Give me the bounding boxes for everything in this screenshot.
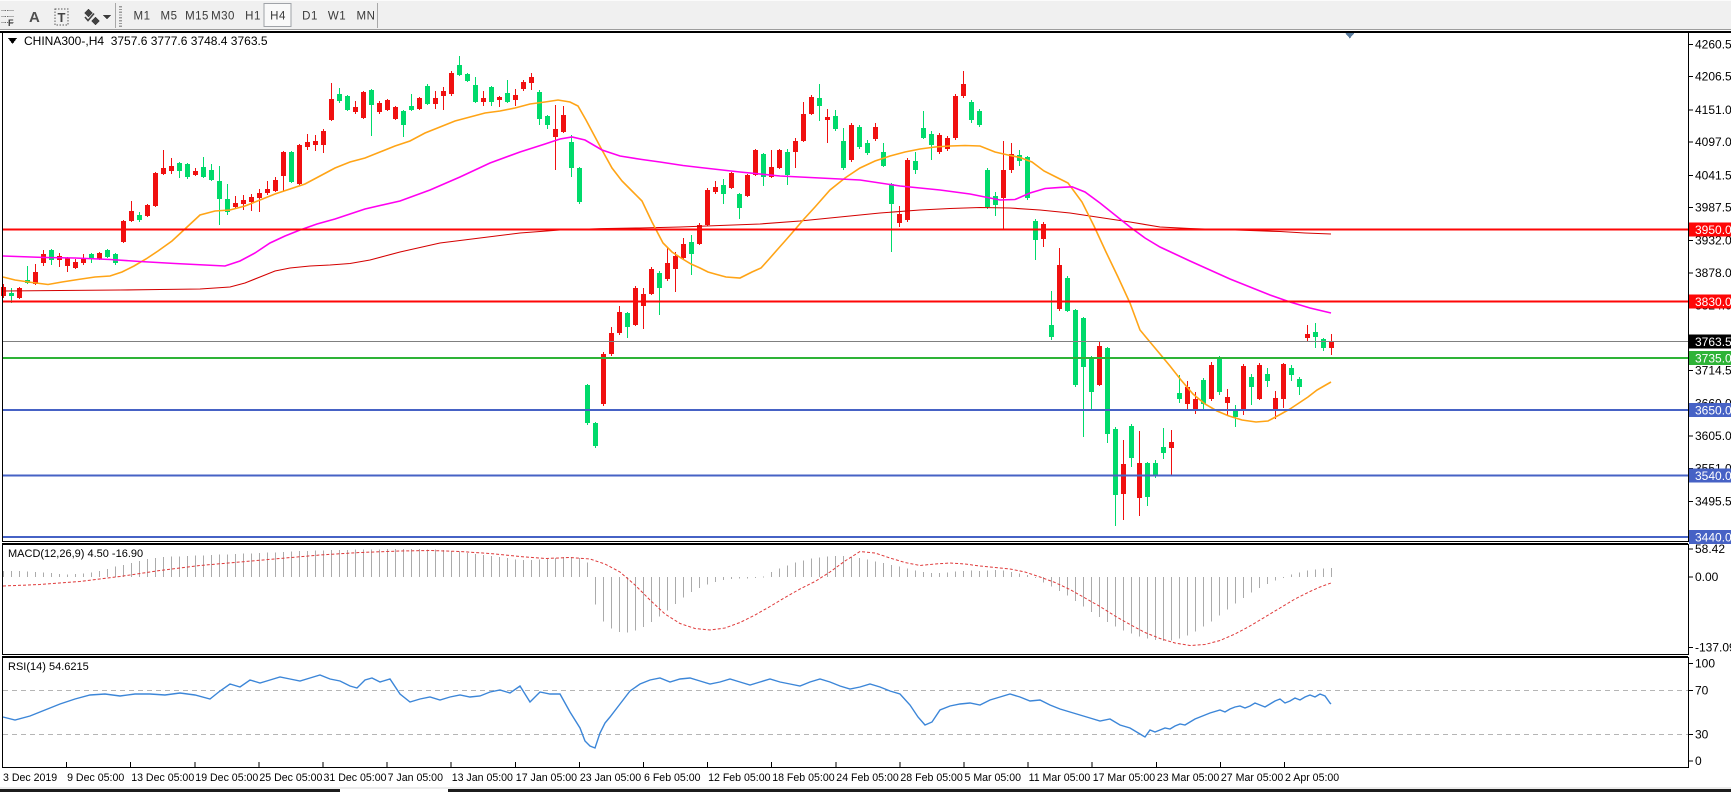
svg-text:3830.0: 3830.0: [1695, 295, 1731, 309]
svg-text:M30: M30: [211, 11, 235, 23]
svg-text:3605.0: 3605.0: [1695, 429, 1731, 443]
svg-text:17 Jan 05:00: 17 Jan 05:00: [516, 772, 577, 784]
svg-text:F: F: [8, 18, 14, 28]
svg-text:2 Apr 05:00: 2 Apr 05:00: [1285, 772, 1339, 784]
svg-text:3540.0: 3540.0: [1695, 469, 1731, 483]
svg-text:D1: D1: [302, 11, 318, 23]
svg-text:0: 0: [1695, 754, 1702, 768]
svg-text:T: T: [58, 10, 66, 25]
svg-text:19 Dec 05:00: 19 Dec 05:00: [195, 772, 258, 784]
svg-text:A: A: [29, 9, 40, 26]
svg-text:4260.5: 4260.5: [1695, 37, 1731, 51]
svg-text:5 Mar 05:00: 5 Mar 05:00: [965, 772, 1022, 784]
svg-text:13 Dec 05:00: 13 Dec 05:00: [131, 772, 194, 784]
svg-text:27 Mar 05:00: 27 Mar 05:00: [1221, 772, 1284, 784]
svg-text:25 Dec 05:00: 25 Dec 05:00: [259, 772, 322, 784]
svg-text:28 Feb 05:00: 28 Feb 05:00: [900, 772, 963, 784]
svg-text:6 Feb 05:00: 6 Feb 05:00: [644, 772, 701, 784]
svg-text:-137.09: -137.09: [1695, 641, 1731, 655]
svg-text:7 Jan 05:00: 7 Jan 05:00: [388, 772, 443, 784]
svg-text:H4: H4: [270, 11, 286, 23]
svg-text:MN: MN: [357, 11, 376, 23]
svg-text:3440.0: 3440.0: [1695, 531, 1731, 545]
svg-text:4041.5: 4041.5: [1695, 168, 1731, 182]
svg-text:3714.5: 3714.5: [1695, 364, 1731, 378]
svg-text:9 Dec 05:00: 9 Dec 05:00: [67, 772, 124, 784]
svg-text:3987.5: 3987.5: [1695, 201, 1731, 215]
svg-text:24 Feb 05:00: 24 Feb 05:00: [836, 772, 899, 784]
svg-text:30: 30: [1695, 728, 1709, 742]
svg-text:12 Feb 05:00: 12 Feb 05:00: [708, 772, 771, 784]
svg-text:100: 100: [1695, 656, 1715, 670]
svg-text:M1: M1: [134, 11, 151, 23]
svg-text:3878.0: 3878.0: [1695, 266, 1731, 280]
svg-text:3950.0: 3950.0: [1695, 223, 1731, 237]
svg-text:3763.5: 3763.5: [1695, 335, 1731, 349]
svg-text:W1: W1: [328, 11, 346, 23]
svg-text:31 Dec 05:00: 31 Dec 05:00: [324, 772, 387, 784]
svg-text:23 Jan 05:00: 23 Jan 05:00: [580, 772, 641, 784]
svg-text:0.00: 0.00: [1695, 570, 1719, 584]
svg-text:RSI(14) 54.6215: RSI(14) 54.6215: [8, 661, 89, 673]
svg-text:M15: M15: [185, 11, 209, 23]
svg-text:3650.0: 3650.0: [1695, 404, 1731, 418]
svg-text:58.42: 58.42: [1695, 542, 1725, 556]
svg-text:CHINA300-,H4 3757.6 3777.6 37: CHINA300-,H4 3757.6 3777.6 3748.4 3763.5: [24, 34, 268, 48]
svg-text:18 Feb 05:00: 18 Feb 05:00: [772, 772, 835, 784]
svg-text:11 Mar 05:00: 11 Mar 05:00: [1029, 772, 1091, 784]
svg-text:H1: H1: [245, 11, 261, 23]
svg-text:MACD(12,26,9) 4.50 -16.90: MACD(12,26,9) 4.50 -16.90: [8, 548, 143, 560]
svg-text:4151.0: 4151.0: [1695, 103, 1731, 117]
svg-text:4097.0: 4097.0: [1695, 135, 1731, 149]
svg-text:3735.0: 3735.0: [1695, 352, 1731, 366]
svg-text:3495.5: 3495.5: [1695, 495, 1731, 509]
svg-text:17 Mar 05:00: 17 Mar 05:00: [1093, 772, 1156, 784]
svg-text:M5: M5: [161, 11, 178, 23]
svg-text:3932.0: 3932.0: [1695, 234, 1731, 248]
svg-text:3 Dec 2019: 3 Dec 2019: [3, 772, 57, 784]
svg-text:4206.5: 4206.5: [1695, 70, 1731, 84]
svg-text:13 Jan 05:00: 13 Jan 05:00: [452, 772, 513, 784]
svg-text:23 Mar 05:00: 23 Mar 05:00: [1157, 772, 1220, 784]
svg-text:70: 70: [1695, 684, 1709, 698]
